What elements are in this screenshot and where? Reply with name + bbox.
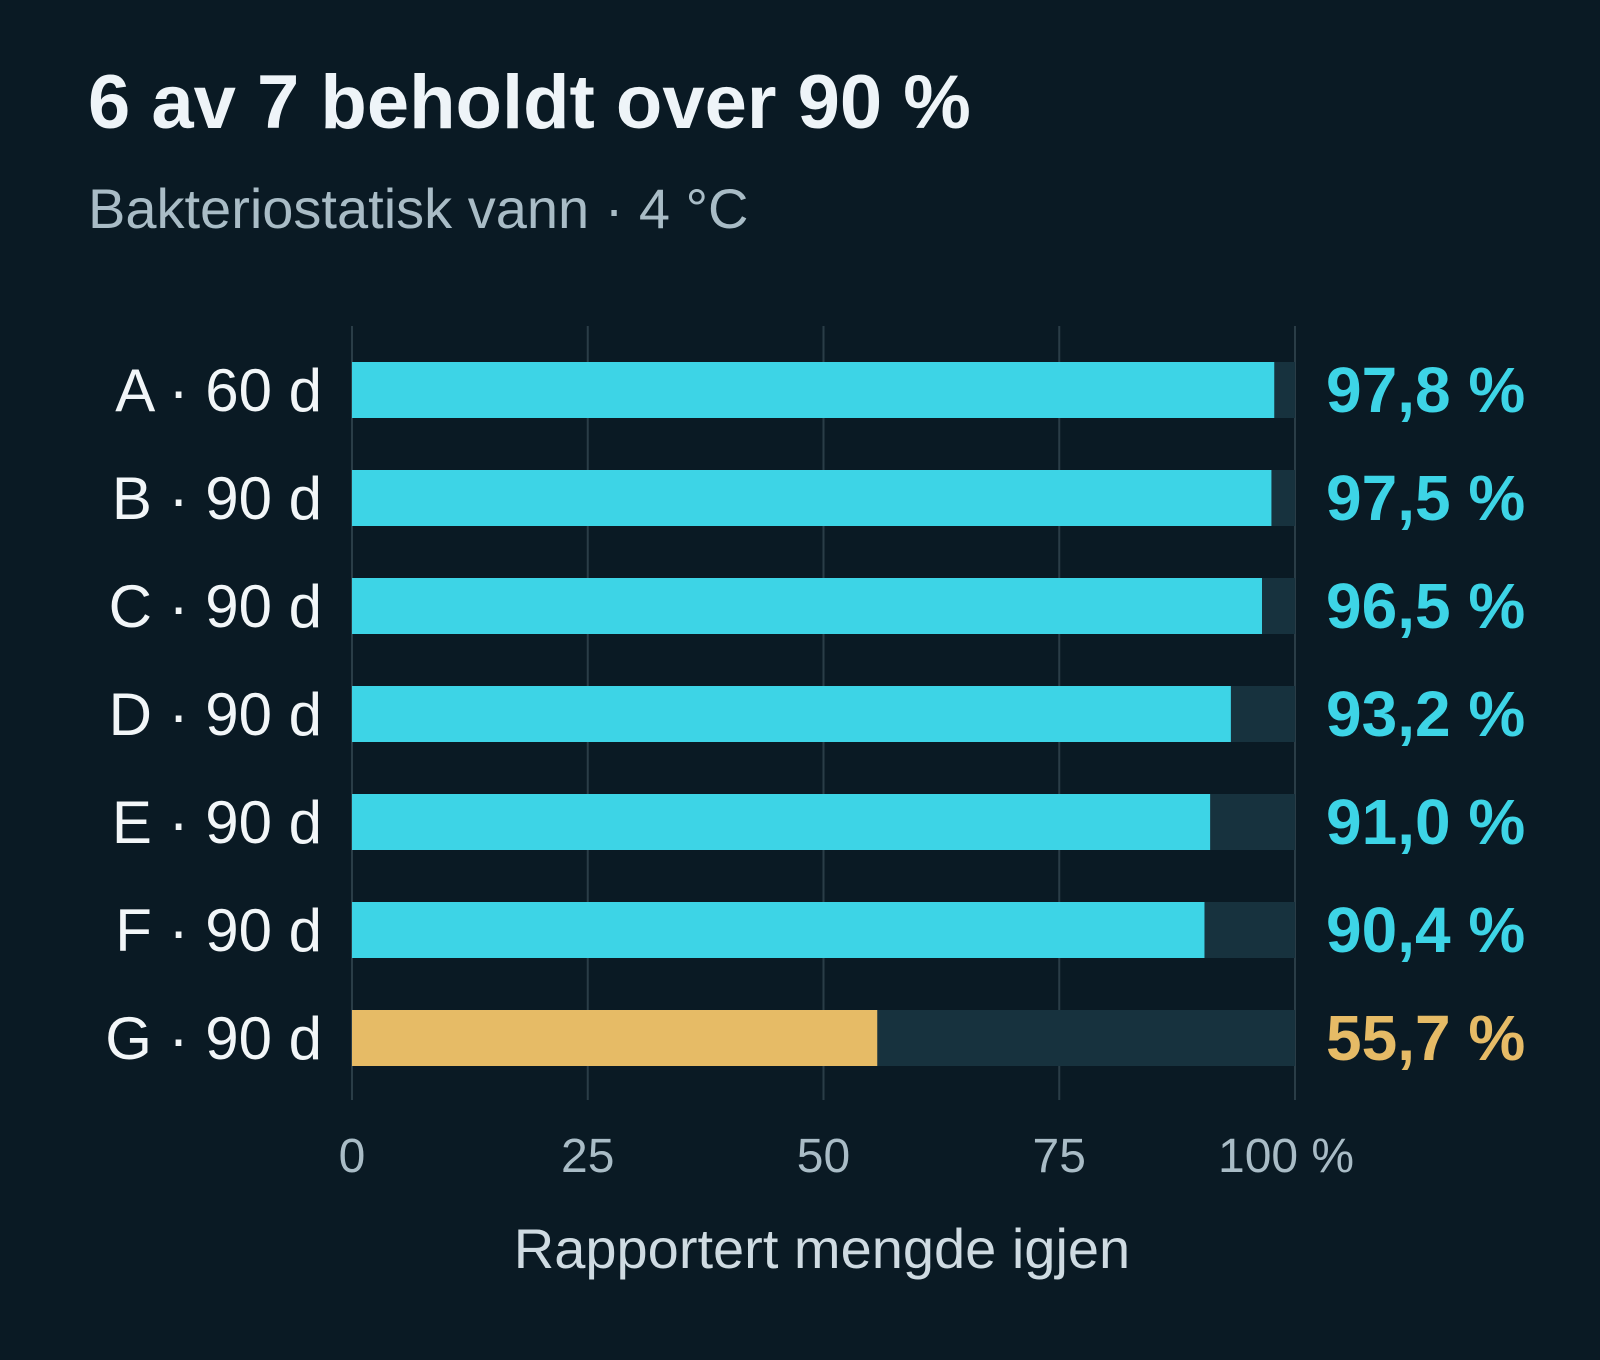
- value-label: 93,2 %: [1326, 678, 1525, 750]
- value-label: 55,7 %: [1326, 1002, 1525, 1074]
- x-axis-ticks: 0 25 50 75 100 %: [339, 1130, 1354, 1183]
- chart-title: 6 av 7 beholdt over 90 %: [88, 60, 971, 145]
- x-tick-label: 25: [561, 1130, 614, 1183]
- category-label: A · 60 d: [115, 357, 322, 424]
- bar-d: [352, 686, 1231, 742]
- bar-g: [352, 1010, 878, 1066]
- x-tick-label: 100 %: [1218, 1130, 1354, 1183]
- value-label: 96,5 %: [1326, 570, 1525, 642]
- bar-c: [352, 578, 1262, 634]
- value-label: 91,0 %: [1326, 786, 1525, 858]
- value-label: 97,5 %: [1326, 462, 1525, 534]
- bar-f: [352, 902, 1205, 958]
- category-label: D · 90 d: [109, 681, 322, 748]
- category-label: G · 90 d: [105, 1005, 322, 1072]
- category-label: C · 90 d: [109, 573, 322, 640]
- category-label: E · 90 d: [112, 789, 322, 856]
- x-tick-label: 50: [797, 1130, 850, 1183]
- category-label: F · 90 d: [115, 897, 322, 964]
- bar-b: [352, 470, 1272, 526]
- bars: A · 60 d 97,8 % B · 90 d 97,5 % C · 90 d 96,5…: [105, 354, 1525, 1074]
- x-tick-label: 75: [1033, 1130, 1086, 1183]
- x-axis-title: Rapportert mengde igjen: [514, 1217, 1130, 1280]
- value-label: 97,8 %: [1326, 354, 1525, 426]
- chart-subtitle: Bakteriostatisk vann · 4 °C: [88, 177, 748, 240]
- value-label: 90,4 %: [1326, 894, 1525, 966]
- bar-e: [352, 794, 1211, 850]
- x-tick-label: 0: [339, 1130, 366, 1183]
- bar-a: [352, 362, 1275, 418]
- category-label: B · 90 d: [112, 465, 322, 532]
